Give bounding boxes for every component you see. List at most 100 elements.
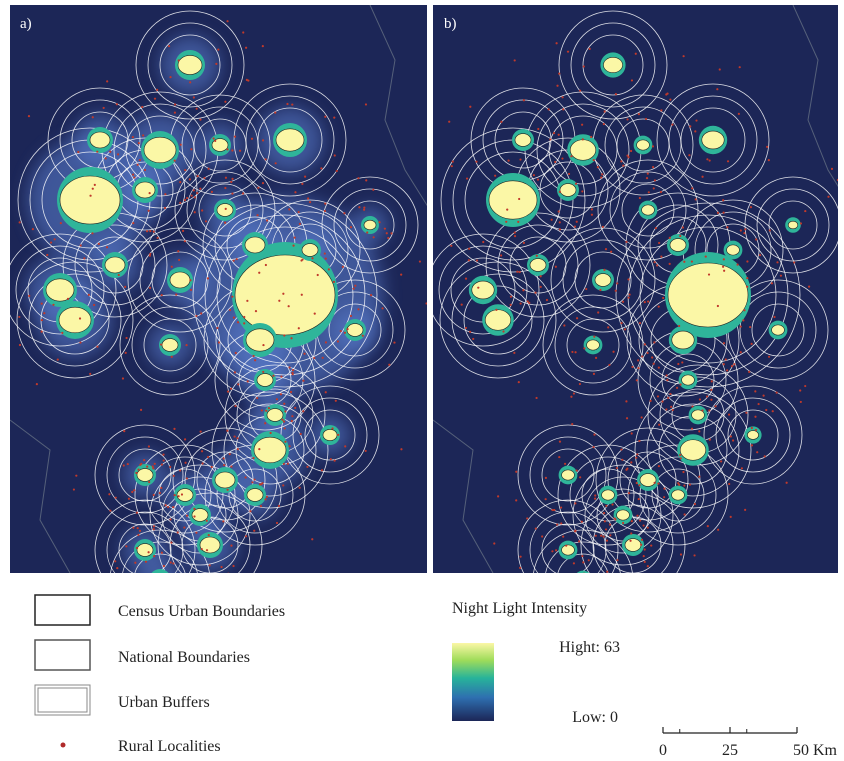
rural-locality xyxy=(234,405,236,407)
rural-locality xyxy=(184,240,186,242)
rural-locality xyxy=(254,359,256,361)
rural-locality xyxy=(581,555,583,557)
rural-locality xyxy=(430,199,432,201)
rural-locality xyxy=(252,457,254,459)
rural-locality xyxy=(353,288,355,290)
rural-locality xyxy=(335,400,337,402)
rural-locality xyxy=(242,192,244,194)
rural-locality xyxy=(519,556,521,558)
rural-locality xyxy=(746,260,748,262)
rural-locality xyxy=(302,410,304,412)
rural-locality xyxy=(647,565,649,567)
rural-locality xyxy=(224,187,226,189)
rural-locality xyxy=(177,531,179,533)
light-core xyxy=(200,537,220,553)
rural-locality xyxy=(57,359,59,361)
rural-locality xyxy=(105,157,107,159)
rural-locality xyxy=(208,168,210,170)
rural-locality xyxy=(103,596,105,598)
rural-locality xyxy=(194,211,196,213)
rural-locality xyxy=(225,208,227,210)
rural-locality xyxy=(530,580,532,582)
rural-locality xyxy=(482,241,484,243)
rural-locality xyxy=(301,294,303,296)
rural-locality xyxy=(505,221,507,223)
rural-locality xyxy=(67,298,69,300)
rural-locality xyxy=(742,319,744,321)
rural-locality xyxy=(588,559,590,561)
rural-locality xyxy=(590,136,592,138)
rural-locality xyxy=(253,478,255,480)
rural-locality xyxy=(196,192,198,194)
light-core xyxy=(152,574,168,587)
rural-locality xyxy=(236,258,238,260)
rural-locality xyxy=(93,304,95,306)
rural-locality xyxy=(171,356,173,358)
rural-locality xyxy=(229,453,231,455)
rural-locality xyxy=(171,266,173,268)
rural-locality xyxy=(609,524,611,526)
rural-locality xyxy=(644,588,646,590)
rural-locality xyxy=(658,424,660,426)
rural-locality xyxy=(114,560,116,562)
rural-locality xyxy=(701,176,703,178)
rural-locality xyxy=(124,286,126,288)
rural-locality xyxy=(653,363,655,365)
rural-locality xyxy=(256,397,258,399)
rural-locality xyxy=(226,1,228,3)
rural-locality xyxy=(184,462,186,464)
rural-locality xyxy=(133,176,135,178)
rural-locality xyxy=(167,506,169,508)
rural-locality xyxy=(233,317,235,319)
rural-locality xyxy=(336,170,338,172)
rural-locality xyxy=(260,505,262,507)
rural-locality xyxy=(771,282,773,284)
rural-locality xyxy=(162,454,164,456)
rural-locality xyxy=(635,457,637,459)
rural-locality xyxy=(231,149,233,151)
rural-locality xyxy=(762,395,764,397)
rural-locality xyxy=(288,208,290,210)
rural-locality xyxy=(567,51,569,53)
rural-locality xyxy=(92,188,94,190)
rural-locality xyxy=(179,469,181,471)
rural-locality xyxy=(641,355,643,357)
rural-locality xyxy=(178,495,180,497)
rural-locality xyxy=(317,274,319,276)
rural-locality xyxy=(365,103,367,105)
rural-locality xyxy=(193,508,195,510)
rural-locality xyxy=(740,229,742,231)
rural-locality xyxy=(513,352,515,354)
rural-locality xyxy=(755,429,757,431)
rural-locality xyxy=(517,221,519,223)
light-core xyxy=(485,310,511,330)
rural-locality xyxy=(207,277,209,279)
rural-locality xyxy=(710,399,712,401)
rural-locality xyxy=(656,574,658,576)
rural-locality xyxy=(495,309,497,311)
rural-locality xyxy=(477,287,479,289)
rural-locality xyxy=(103,107,105,109)
rural-locality xyxy=(497,495,499,497)
rural-locality xyxy=(340,330,342,332)
rural-locality xyxy=(252,355,254,357)
rural-locality xyxy=(709,159,711,161)
rural-locality xyxy=(660,256,662,258)
rural-locality xyxy=(343,212,345,214)
rural-locality xyxy=(386,232,388,234)
rural-locality xyxy=(576,317,578,319)
rural-locality xyxy=(579,593,581,595)
rural-locality xyxy=(190,289,192,291)
rural-locality xyxy=(3,278,5,280)
rural-locality xyxy=(300,433,302,435)
rural-locality xyxy=(388,364,390,366)
rural-locality xyxy=(695,198,697,200)
rural-locality xyxy=(174,160,176,162)
rural-locality xyxy=(294,407,296,409)
rural-locality xyxy=(193,189,195,191)
rural-locality xyxy=(500,121,502,123)
rural-locality xyxy=(465,278,467,280)
rural-locality xyxy=(516,271,518,273)
rural-locality xyxy=(620,322,622,324)
rural-locality xyxy=(745,412,747,414)
